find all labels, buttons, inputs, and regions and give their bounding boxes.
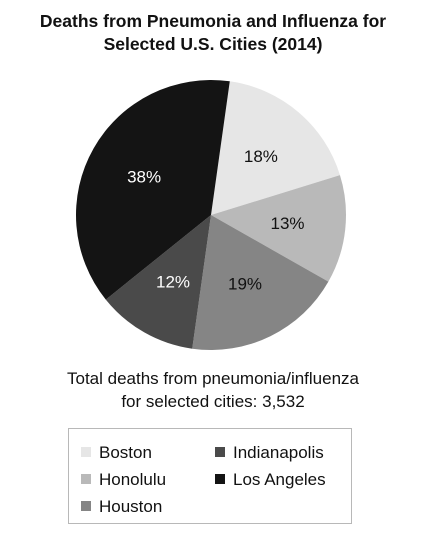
total-deaths-note: Total deaths from pneumonia/influenza fo… — [0, 367, 426, 413]
legend-item-honolulu: Honolulu — [81, 469, 166, 491]
legend-label-indianapolis: Indianapolis — [233, 443, 324, 462]
pie-slice-honolulu — [211, 175, 346, 282]
chart-title-line-1: Deaths from Pneumonia and Influenza for — [39, 11, 387, 31]
legend-swatch-houston — [81, 501, 91, 511]
pie-label-honolulu: 13% — [270, 214, 304, 233]
legend-swatch-indianapolis — [215, 447, 225, 457]
pie-label-indianapolis: 12% — [156, 272, 190, 291]
pie-slice-los-angeles — [75, 79, 230, 300]
legend-swatch-boston — [81, 447, 91, 457]
legend-swatch-los-angeles — [215, 474, 225, 484]
legend-label-honolulu: Honolulu — [99, 470, 167, 489]
total-deaths-line-2: for selected cities: 3,532 — [121, 392, 305, 411]
pie-label-boston: 18% — [244, 147, 278, 166]
pie-slice-houston — [192, 215, 329, 351]
legend-label-los-angeles: Los Angeles — [233, 470, 326, 489]
legend-swatch-honolulu — [81, 474, 91, 484]
chart-title: Deaths from Pneumonia and Influenza for … — [0, 10, 426, 56]
chart-legend: Boston Honolulu Houston Indianapolis Los… — [68, 428, 352, 524]
pie-slice-boston — [211, 81, 340, 215]
legend-label-houston: Houston — [99, 497, 163, 516]
pie-label-los-angeles: 38% — [127, 168, 161, 187]
legend-item-boston: Boston — [81, 442, 152, 464]
legend-item-indianapolis: Indianapolis — [215, 442, 324, 464]
legend-item-los-angeles: Los Angeles — [215, 469, 326, 491]
legend-label-boston: Boston — [99, 443, 152, 462]
chart-title-line-2: Selected U.S. Cities (2014) — [103, 34, 323, 54]
pie-slice-indianapolis — [105, 215, 211, 349]
legend-item-houston: Houston — [81, 496, 162, 518]
total-deaths-line-1: Total deaths from pneumonia/influenza — [66, 369, 359, 388]
pie-label-houston: 19% — [228, 275, 262, 294]
